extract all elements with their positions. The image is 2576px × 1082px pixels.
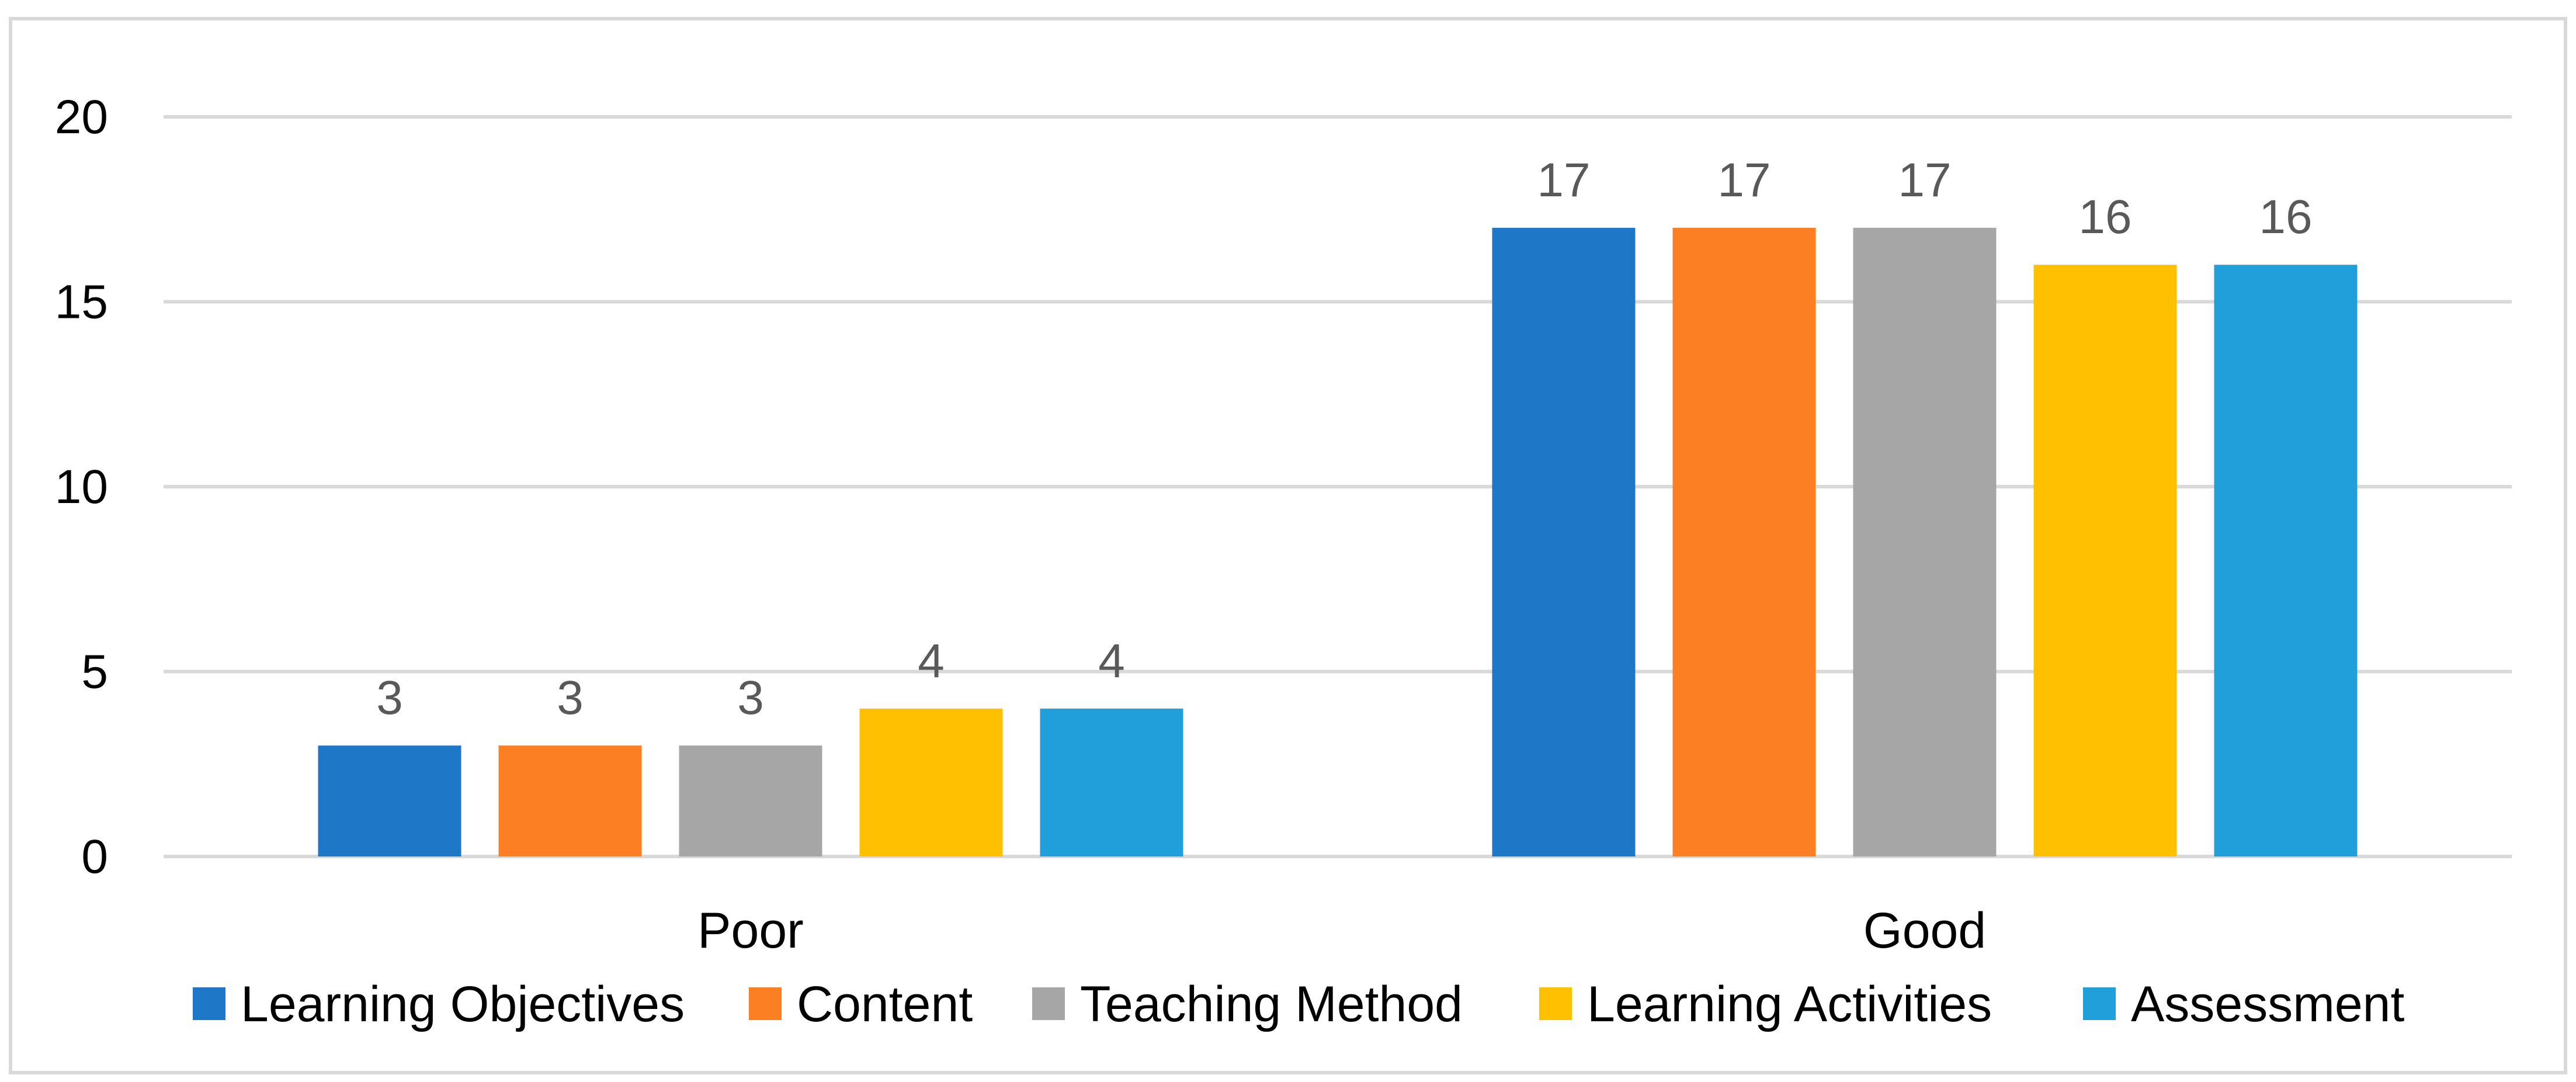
bar xyxy=(498,745,642,856)
legend: Learning Objectives Content Teaching Metho… xyxy=(193,976,2404,1032)
data-labels: 3 3 3 4 4 17 17 17 16 16 xyxy=(376,154,2312,724)
bar xyxy=(1040,708,1183,856)
legend-label: Assessment xyxy=(2131,976,2404,1032)
legend-label: Learning Activities xyxy=(1587,976,1992,1032)
legend-label: Learning Objectives xyxy=(241,976,685,1032)
x-axis-category-labels: Poor Good xyxy=(697,903,1986,959)
y-tick-label: 0 xyxy=(81,830,108,883)
legend-swatch xyxy=(193,987,225,1020)
data-label: 3 xyxy=(557,671,584,724)
data-label: 4 xyxy=(1098,634,1125,688)
chart-border xyxy=(9,17,2567,1074)
bar xyxy=(1853,227,1997,856)
legend-swatch xyxy=(1032,987,1065,1020)
data-label: 3 xyxy=(737,671,764,724)
bar xyxy=(2214,265,2358,856)
bar xyxy=(859,708,1003,856)
legend-swatch xyxy=(749,987,782,1020)
bar xyxy=(2033,265,2177,856)
data-label: 3 xyxy=(376,671,403,724)
data-label: 16 xyxy=(2259,190,2312,244)
data-label: 16 xyxy=(2078,190,2131,244)
bar xyxy=(1492,227,1636,856)
x-tick-label: Poor xyxy=(697,903,804,959)
bars xyxy=(318,227,2358,856)
y-tick-label: 20 xyxy=(55,91,108,144)
y-tick-label: 5 xyxy=(81,646,108,699)
y-tick-label: 15 xyxy=(55,276,108,329)
legend-label: Teaching Method xyxy=(1080,976,1463,1032)
legend-swatch xyxy=(2083,987,2116,1020)
data-label: 4 xyxy=(918,634,945,688)
data-label: 17 xyxy=(1717,154,1770,207)
bar xyxy=(679,745,822,856)
bar xyxy=(318,745,461,856)
legend-label: Content xyxy=(797,976,973,1032)
legend-swatch xyxy=(1539,987,1572,1020)
bar xyxy=(1672,227,1816,856)
y-axis-tick-labels: 0 5 10 15 20 xyxy=(55,91,108,883)
x-tick-label: Good xyxy=(1863,903,1986,959)
data-label: 17 xyxy=(1537,154,1590,207)
y-tick-label: 10 xyxy=(55,460,108,514)
data-label: 17 xyxy=(1898,154,1951,207)
